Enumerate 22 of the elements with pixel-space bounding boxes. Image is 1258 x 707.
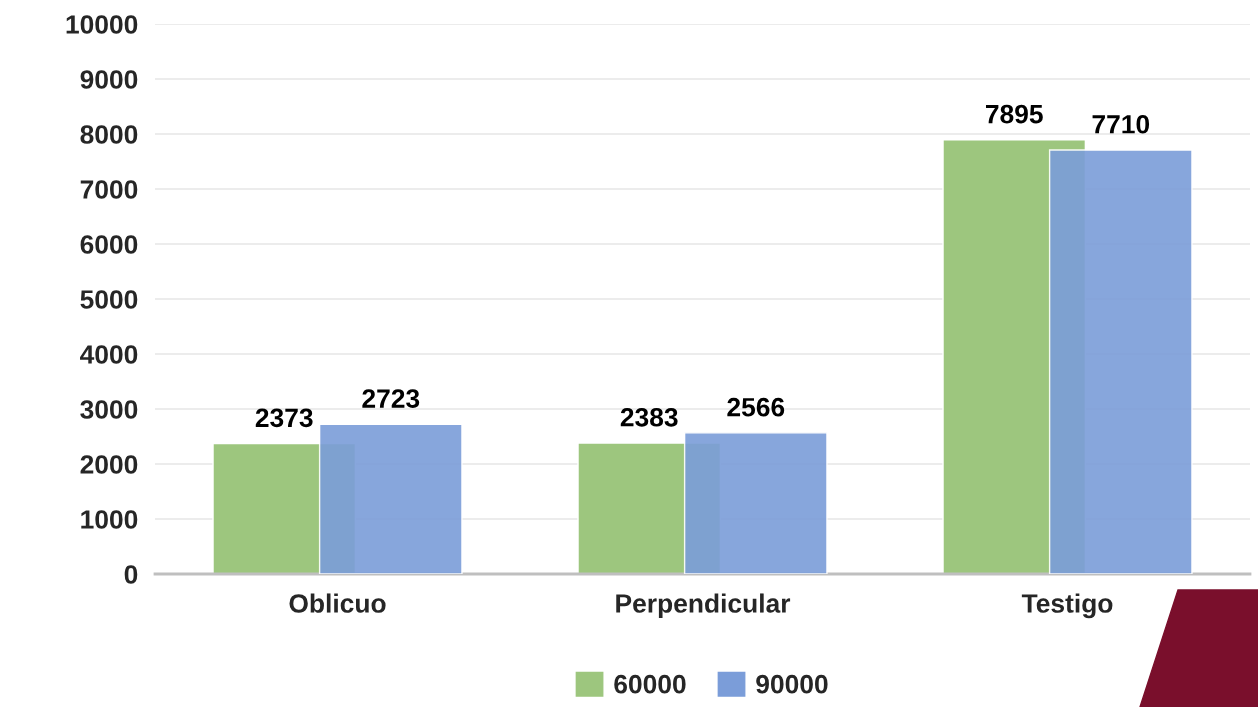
- x-tick-label: Testigo: [1021, 593, 1113, 619]
- data-label: 7895: [985, 104, 1043, 124]
- data-label: 2566: [727, 397, 785, 417]
- legend-label: 60000: [614, 674, 686, 694]
- data-label: 7710: [1092, 114, 1150, 134]
- data-label: 2373: [255, 408, 313, 428]
- data-label: 2723: [362, 389, 420, 408]
- legend-label: 90000: [756, 674, 828, 694]
- y-tick-label: 10000: [66, 15, 138, 34]
- y-tick-label: 4000: [80, 345, 138, 364]
- y-tick-label: 2000: [80, 455, 138, 474]
- x-tick-label: Oblicuo: [289, 593, 386, 613]
- y-tick-label: 1000: [81, 510, 138, 529]
- y-tick-label: 8000: [80, 125, 138, 144]
- y-tick-label: 5000: [80, 290, 138, 309]
- y-tick-label: 0: [124, 565, 138, 584]
- y-tick-label: 3000: [80, 400, 138, 419]
- y-tick-label: 9000: [80, 70, 138, 89]
- y-tick-label: 7000: [80, 180, 138, 199]
- x-tick-label: Perpendicular: [616, 593, 791, 619]
- y-tick-label: 6000: [80, 235, 138, 254]
- data-label: 2383: [620, 407, 678, 427]
